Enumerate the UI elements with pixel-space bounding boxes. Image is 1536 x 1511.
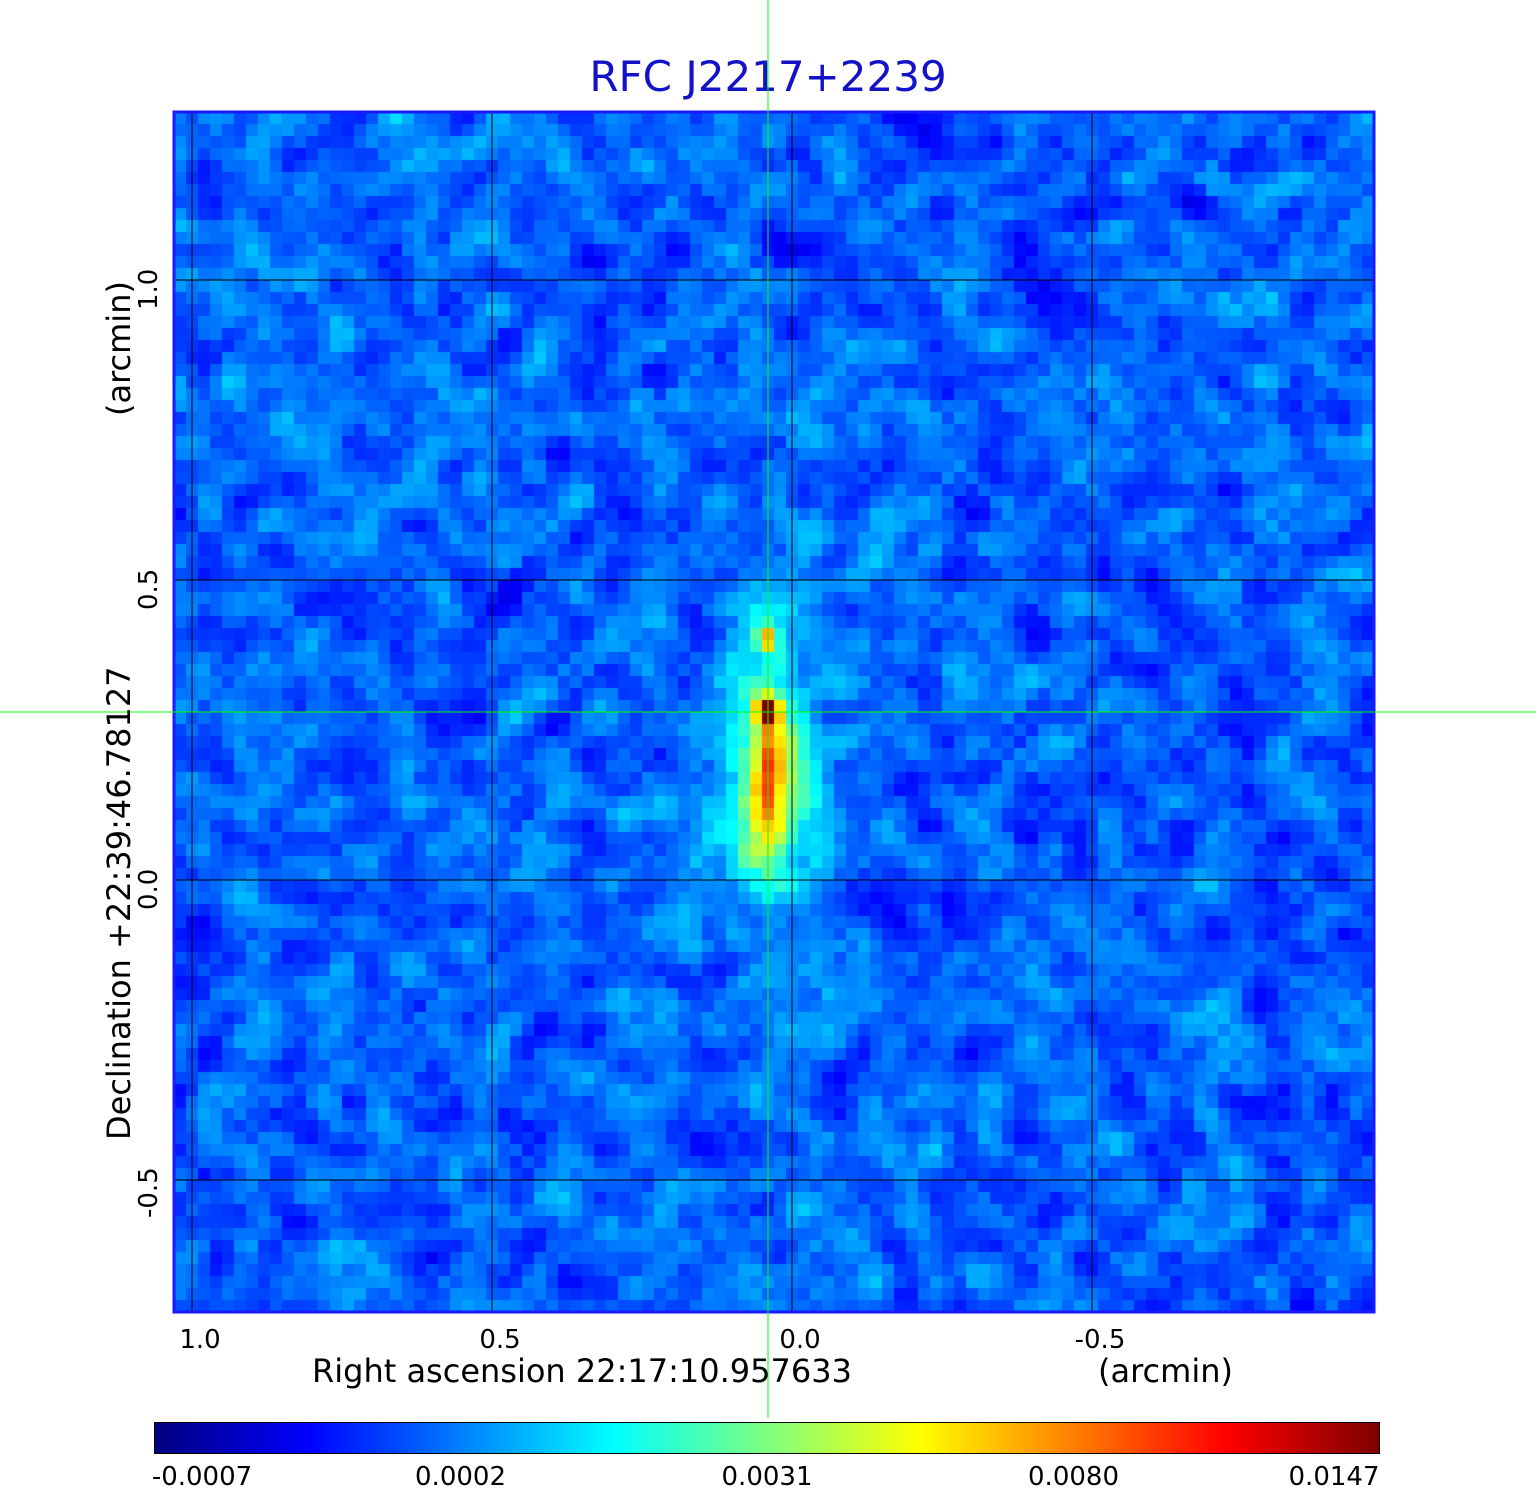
y-axis-unit: (arcmin) <box>100 281 138 416</box>
y-tick-label: 1.0 <box>134 268 164 310</box>
colorbar-tick-label: -0.0007 <box>151 1462 253 1492</box>
colorbar-tick-label: 0.0147 <box>1288 1462 1380 1492</box>
y-tick-label: -0.5 <box>134 1167 164 1218</box>
x-tick-label: 1.0 <box>179 1325 221 1355</box>
colorbar <box>154 1422 1380 1454</box>
x-tick-label: 0.5 <box>479 1325 521 1355</box>
colorbar-tick-label: 0.0080 <box>1028 1462 1119 1492</box>
y-tick-label: 0.0 <box>134 868 164 910</box>
x-tick-label: -0.5 <box>1074 1325 1126 1355</box>
y-tick-label: 0.5 <box>134 568 164 610</box>
colorbar-tick-label: 0.0031 <box>721 1462 813 1492</box>
x-axis-unit: (arcmin) <box>1098 1352 1233 1390</box>
x-tick-label: 0.0 <box>779 1325 821 1355</box>
colorbar-tick-label: 0.0002 <box>415 1462 506 1492</box>
x-axis-label: Right ascension 22:17:10.957633 <box>312 1352 852 1390</box>
y-axis-label: Declination +22:39:46.78127 <box>100 666 138 1140</box>
